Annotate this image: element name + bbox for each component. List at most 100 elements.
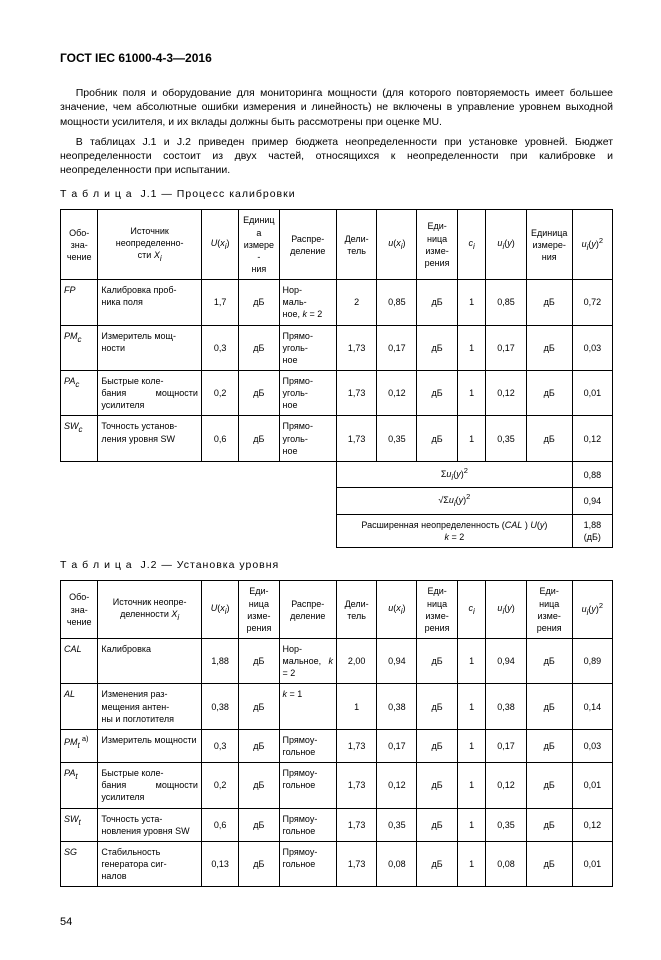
cell: 0,01 bbox=[572, 841, 612, 886]
cell: k = 1 bbox=[279, 684, 337, 729]
cell: 1 bbox=[457, 729, 486, 762]
cell: Прямо-уголь-ное bbox=[279, 325, 337, 370]
cell: дБ bbox=[239, 416, 279, 461]
cell: 0,2 bbox=[201, 763, 238, 808]
col-header: Еди-ница изме-рения bbox=[526, 581, 572, 639]
col-header: Обо-зна-чение bbox=[61, 210, 98, 280]
cell: дБ bbox=[239, 280, 279, 325]
table2-caption: Т а б л и ц а J.2 — Установка уровня bbox=[60, 558, 613, 572]
page-number: 54 bbox=[60, 915, 613, 930]
cell: 1,7 bbox=[201, 280, 238, 325]
cell: 1,73 bbox=[337, 841, 377, 886]
col-header: Еди-ница изме-рения bbox=[239, 581, 279, 639]
cell: Нор-мальное, k = 2 bbox=[279, 638, 337, 683]
caption-prefix: Т а б л и ц а bbox=[60, 188, 133, 200]
caption-text: J.1 — Процесс калибровки bbox=[140, 188, 295, 200]
cell: дБ bbox=[526, 763, 572, 808]
cell: 0,35 bbox=[486, 416, 526, 461]
col-header: Еди-ница изме-рения bbox=[417, 581, 457, 639]
cell: Прямоу-гольное bbox=[279, 729, 337, 762]
cell: 1,73 bbox=[337, 763, 377, 808]
cell: дБ bbox=[526, 638, 572, 683]
cell: 0,3 bbox=[201, 325, 238, 370]
cell: 1 bbox=[457, 684, 486, 729]
cell: 0,01 bbox=[572, 763, 612, 808]
cell: дБ bbox=[239, 370, 279, 415]
cell: AL bbox=[61, 684, 98, 729]
cell: Нор-маль-ное, k = 2 bbox=[279, 280, 337, 325]
col-header: ui(y) bbox=[486, 210, 526, 280]
cell: Стабильность генератора сиг-налов bbox=[98, 841, 202, 886]
caption-text: J.2 — Установка уровня bbox=[140, 559, 279, 571]
blank-cell bbox=[61, 461, 337, 547]
cell: 0,38 bbox=[201, 684, 238, 729]
col-header: ci bbox=[457, 581, 486, 639]
col-header: Единица измере-ния bbox=[239, 210, 279, 280]
cell: 0,14 bbox=[572, 684, 612, 729]
summary-label: √Σui(y)2 bbox=[337, 488, 573, 515]
cell: 1,73 bbox=[337, 416, 377, 461]
col-header: u(xi) bbox=[377, 581, 417, 639]
cell: 0,35 bbox=[377, 808, 417, 841]
col-header: Источник неопределенно-сти Xi bbox=[98, 210, 202, 280]
cell: дБ bbox=[417, 638, 457, 683]
summary-label: Расширенная неопределенность (CAL ) U(y)… bbox=[337, 514, 573, 547]
cell: дБ bbox=[526, 684, 572, 729]
cell: 1 bbox=[457, 841, 486, 886]
table2-header-row: Обо-зна-чениеИсточник неопре-деленности … bbox=[61, 581, 613, 639]
cell: 0,94 bbox=[377, 638, 417, 683]
col-header: u(xi) bbox=[377, 210, 417, 280]
summary-value: 1,88 (дБ) bbox=[572, 514, 612, 547]
cell: CAL bbox=[61, 638, 98, 683]
cell: 0,2 bbox=[201, 370, 238, 415]
cell: 0,17 bbox=[486, 729, 526, 762]
col-header: ui(y)2 bbox=[572, 210, 612, 280]
cell: PAc bbox=[61, 370, 98, 415]
cell: PMc bbox=[61, 325, 98, 370]
cell: дБ bbox=[239, 684, 279, 729]
cell: дБ bbox=[239, 729, 279, 762]
cell: дБ bbox=[417, 808, 457, 841]
col-header: Распре-деление bbox=[279, 581, 337, 639]
table-row: FPКалибровка проб-ника поля1,7дБНор-маль… bbox=[61, 280, 613, 325]
cell: 1,73 bbox=[337, 325, 377, 370]
table1-caption: Т а б л и ц а J.1 — Процесс калибровки bbox=[60, 187, 613, 201]
summary-value: 0,88 bbox=[572, 461, 612, 488]
table-row: SWtТочность уста-новления уровня SW0,6дБ… bbox=[61, 808, 613, 841]
cell: FP bbox=[61, 280, 98, 325]
col-header: ui(y) bbox=[486, 581, 526, 639]
cell: дБ bbox=[239, 763, 279, 808]
cell: дБ bbox=[526, 841, 572, 886]
cell: Точность уста-новления уровня SW bbox=[98, 808, 202, 841]
cell: Изменения раз-мещения антен-ны и поглоти… bbox=[98, 684, 202, 729]
cell: 1 bbox=[457, 370, 486, 415]
cell: дБ bbox=[526, 729, 572, 762]
cell: 1,88 bbox=[201, 638, 238, 683]
table-j2: Обо-зна-чениеИсточник неопре-деленности … bbox=[60, 580, 613, 887]
cell: 0,35 bbox=[377, 416, 417, 461]
cell: 0,03 bbox=[572, 325, 612, 370]
cell: 0,38 bbox=[486, 684, 526, 729]
cell: дБ bbox=[239, 841, 279, 886]
cell: Прямо-уголь-ное bbox=[279, 370, 337, 415]
cell: 1,73 bbox=[337, 808, 377, 841]
cell: 0,12 bbox=[572, 416, 612, 461]
table-row: PAtБыстрые коле-бания мощности усилителя… bbox=[61, 763, 613, 808]
cell: дБ bbox=[526, 808, 572, 841]
cell: 1,73 bbox=[337, 729, 377, 762]
summary-row: Σui(y)20,88 bbox=[61, 461, 613, 488]
cell: дБ bbox=[526, 370, 572, 415]
cell: Измеритель мощности bbox=[98, 729, 202, 762]
cell: дБ bbox=[417, 370, 457, 415]
cell: 0,6 bbox=[201, 808, 238, 841]
cell: 0,85 bbox=[486, 280, 526, 325]
table-row: CALКалибровка1,88дБНор-мальное, k = 22,0… bbox=[61, 638, 613, 683]
table-row: SWcТочность установ-ления уровня SW0,6дБ… bbox=[61, 416, 613, 461]
cell: 0,17 bbox=[486, 325, 526, 370]
col-header: Дели-тель bbox=[337, 210, 377, 280]
table-row: PAcБыстрые коле-бания мощности усилителя… bbox=[61, 370, 613, 415]
table-row: SGСтабильность генератора сиг-налов0,13д… bbox=[61, 841, 613, 886]
cell: Прямо-уголь-ное bbox=[279, 416, 337, 461]
col-header: Дели-тель bbox=[337, 581, 377, 639]
cell: 0,01 bbox=[572, 370, 612, 415]
